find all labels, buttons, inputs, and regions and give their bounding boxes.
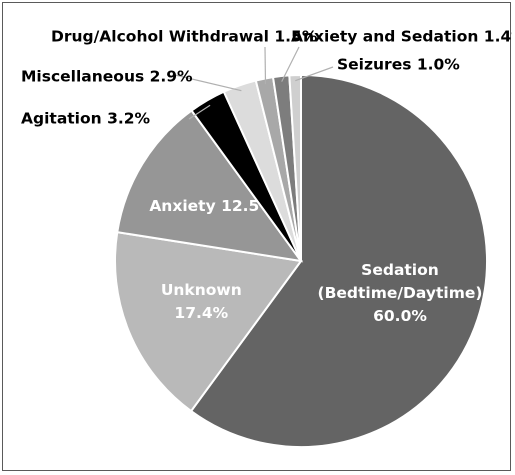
slice-label-unknown-line-2: 17.4% — [174, 304, 228, 322]
pie-slice-seizures — [288, 73, 302, 262]
pie-slice-sedation-bedtime-daytime — [189, 73, 488, 448]
slice-label-seizures: Seizures 1.0% — [337, 56, 460, 74]
leader-line-miscellaneous — [174, 74, 242, 92]
pie-slice-unknown — [114, 231, 303, 413]
slice-label-anxiety-line-1: Anxiety 12.5% — [149, 197, 275, 215]
leader-line-drug-alcohol-withdrawal — [264, 46, 267, 85]
pie-slice-anxiety — [116, 109, 304, 263]
slice-label-sedation-bedtime-daytime-line-1: Sedation — [361, 261, 439, 279]
leader-line-agitation — [188, 104, 211, 120]
slice-label-sedation-bedtime-daytime-line-3: 60.0% — [373, 307, 427, 325]
leader-line-anxiety-and-sedation — [281, 46, 300, 82]
pie-chart: Sedation (Bedtime/Daytime) 60.0% Unknown 17.… — [21, 28, 512, 448]
slice-label-agitation: Agitation 3.2% — [21, 110, 151, 128]
slice-label-miscellaneous: Miscellaneous 2.9% — [21, 68, 193, 86]
chart-frame: Sedation (Bedtime/Daytime) 60.0% Unknown 17.… — [2, 2, 512, 471]
leader-line-seizures — [295, 66, 334, 82]
slice-label-drug-alcohol-withdrawal: Drug/Alcohol Withdrawal 1.5% — [51, 28, 318, 46]
slice-label-unknown-line-1: Unknown — [161, 281, 242, 299]
slice-label-anxiety-and-sedation: Anxiety and Sedation 1.4% — [291, 28, 512, 46]
slice-label-sedation-bedtime-daytime-line-2: (Bedtime/Daytime) — [318, 284, 483, 302]
